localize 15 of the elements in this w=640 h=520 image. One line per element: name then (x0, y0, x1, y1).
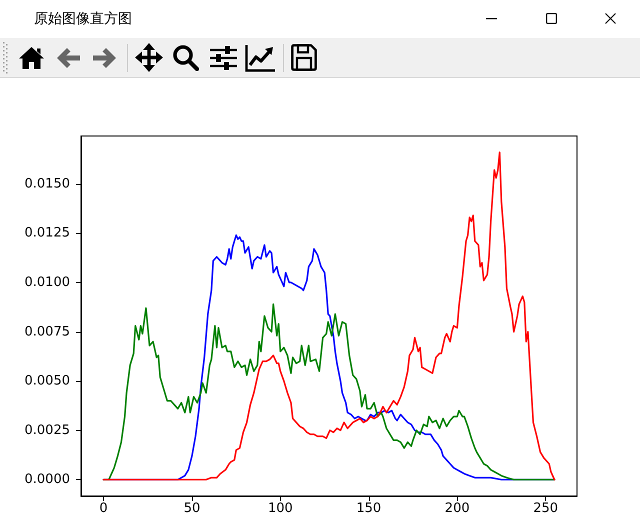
y-tick-label: 0.0050 (24, 374, 70, 389)
x-tick-label: 0 (99, 501, 108, 516)
y-tick-label: 0.0025 (24, 422, 70, 438)
y-tick-label: 0.0150 (24, 176, 70, 192)
y-tick-label: 0.0075 (24, 324, 70, 340)
x-tick-label: 150 (356, 501, 382, 516)
line-series (102, 152, 556, 480)
x-tick-label: 50 (184, 501, 200, 516)
y-tick-label: 0.0100 (24, 274, 70, 290)
x-tick-label: 100 (268, 501, 293, 516)
y-tick-label: 0.0000 (24, 472, 70, 488)
x-tick-label: 200 (444, 501, 470, 516)
x-tick-label: 250 (533, 501, 558, 516)
chart-title: 原始图像直方图 (34, 10, 132, 29)
y-tick-label: 0.0125 (24, 226, 70, 241)
